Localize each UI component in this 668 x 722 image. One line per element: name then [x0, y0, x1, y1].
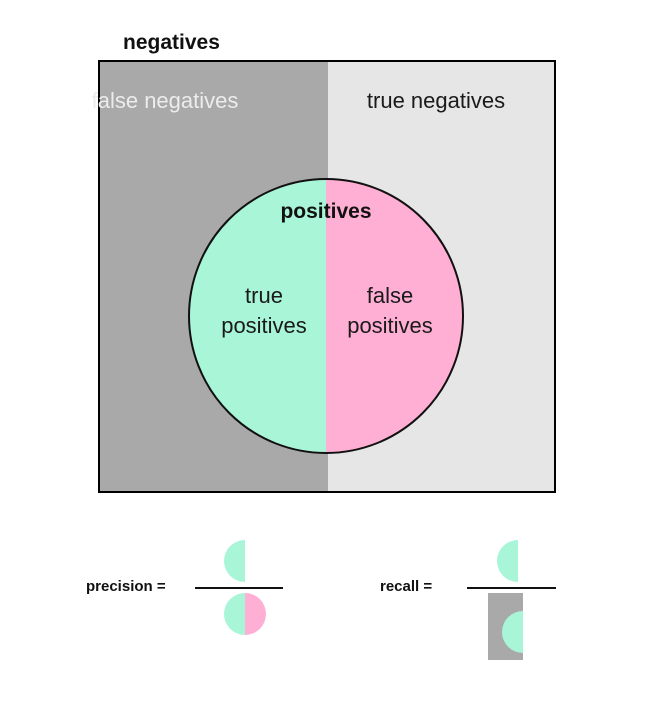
negatives-title: negatives [123, 31, 220, 54]
true-positives-text: true positives [221, 283, 307, 338]
true-positives-half [189, 179, 326, 453]
positives-label: positives [280, 200, 372, 223]
precision-numerator-icon [224, 540, 245, 582]
false-positives-half [326, 179, 463, 453]
recall-label: recall = [380, 578, 433, 595]
true-positives-label: true positives [200, 281, 328, 341]
recall-numerator-icon [497, 540, 518, 582]
recall-fraction [467, 540, 556, 660]
true-negatives-label: true negatives [366, 88, 506, 113]
false-negatives-label: false negatives [91, 88, 239, 113]
precision-denominator-left [224, 593, 245, 635]
precision-fraction [195, 540, 283, 635]
recall-denominator-icon [502, 611, 523, 653]
false-positives-text: false positives [347, 283, 433, 338]
false-positives-label: false positives [326, 281, 454, 341]
circle-outline [188, 178, 464, 454]
precision-denominator-right [245, 593, 266, 635]
precision-label: precision = [86, 578, 166, 595]
